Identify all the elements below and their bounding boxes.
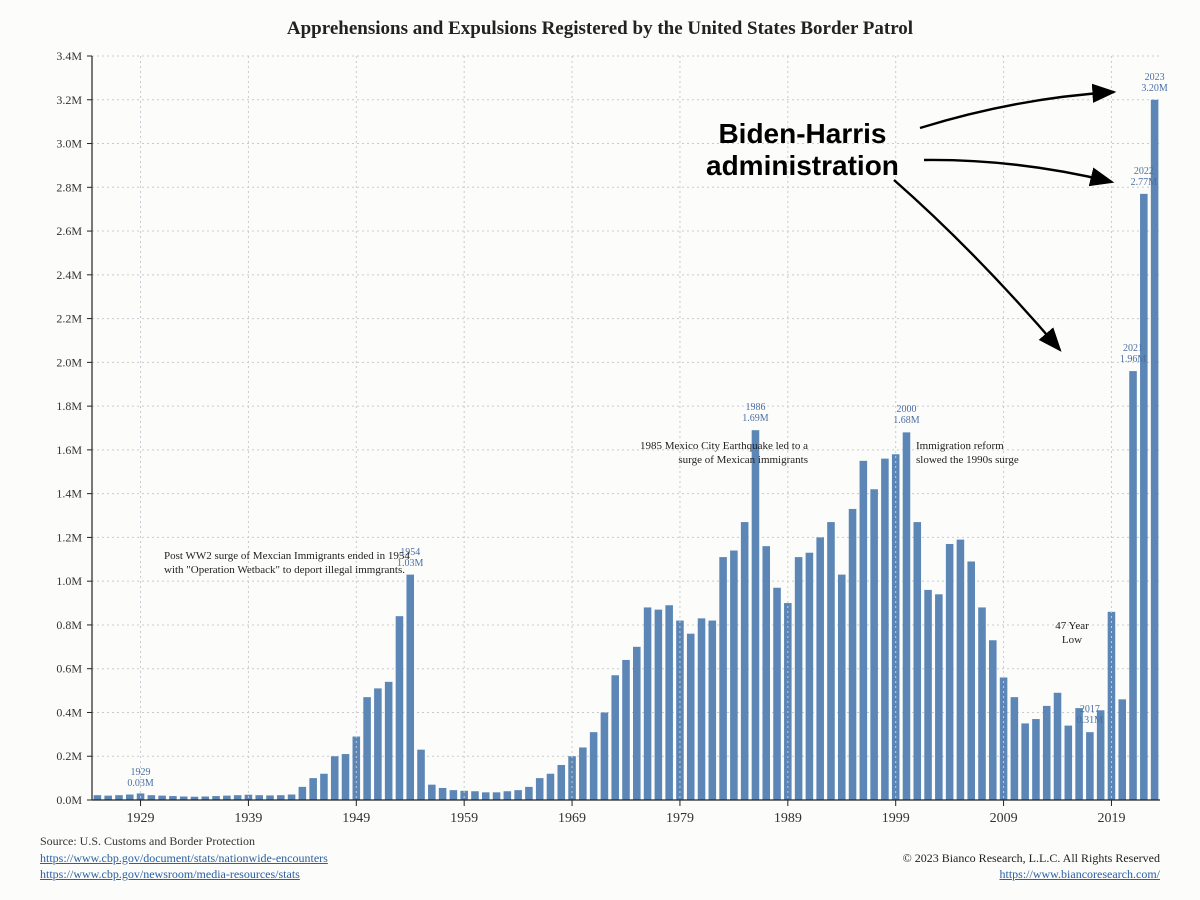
svg-text:2.0M: 2.0M bbox=[56, 355, 82, 369]
svg-text:2019: 2019 bbox=[1097, 811, 1125, 826]
svg-text:1.8M: 1.8M bbox=[56, 399, 82, 413]
svg-text:3.0M: 3.0M bbox=[56, 137, 82, 151]
svg-text:2.6M: 2.6M bbox=[56, 224, 82, 238]
svg-text:1969: 1969 bbox=[558, 811, 586, 826]
svg-text:1979: 1979 bbox=[666, 811, 694, 826]
source-text: Source: U.S. Customs and Border Protecti… bbox=[40, 833, 328, 849]
bianco-link[interactable]: https://www.biancoresearch.com/ bbox=[999, 867, 1160, 881]
annotation-mexeq: 1985 Mexico City Earthquake led to asurg… bbox=[586, 440, 808, 468]
bar-label-2021: 20211.96M bbox=[1120, 343, 1146, 365]
annotation-low47: 47 YearLow bbox=[1042, 620, 1102, 648]
svg-text:1929: 1929 bbox=[127, 811, 155, 826]
bar-label-2017: 20170.31M bbox=[1077, 704, 1103, 726]
svg-text:1.0M: 1.0M bbox=[56, 574, 82, 588]
svg-text:0.0M: 0.0M bbox=[56, 793, 82, 807]
svg-text:0.2M: 0.2M bbox=[56, 749, 82, 763]
svg-text:0.4M: 0.4M bbox=[56, 705, 82, 719]
copyright-text: © 2023 Bianco Research, L.L.C. All Right… bbox=[903, 850, 1160, 866]
annotation-reform: Immigration reformslowed the 1990s surge bbox=[916, 440, 1019, 468]
bar-label-2022: 20222.77M bbox=[1131, 166, 1157, 188]
svg-text:0.8M: 0.8M bbox=[56, 618, 82, 632]
source-link-2[interactable]: https://www.cbp.gov/newsroom/media-resou… bbox=[40, 867, 300, 881]
svg-text:1.4M: 1.4M bbox=[56, 487, 82, 501]
svg-text:1.2M: 1.2M bbox=[56, 530, 82, 544]
svg-text:2.8M: 2.8M bbox=[56, 180, 82, 194]
bar-label-1986: 19861.69M bbox=[742, 402, 768, 424]
annotation-line1: Biden-Harris bbox=[706, 118, 899, 150]
svg-text:1949: 1949 bbox=[342, 811, 370, 826]
svg-text:1999: 1999 bbox=[882, 811, 910, 826]
svg-text:0.6M: 0.6M bbox=[56, 662, 82, 676]
bar-label-2000: 20001.68M bbox=[893, 404, 919, 426]
svg-text:1959: 1959 bbox=[450, 811, 478, 826]
footer-right: © 2023 Bianco Research, L.L.C. All Right… bbox=[903, 850, 1160, 882]
svg-text:3.2M: 3.2M bbox=[56, 93, 82, 107]
bar-label-1929: 19290.03M bbox=[127, 767, 153, 789]
svg-text:1989: 1989 bbox=[774, 811, 802, 826]
svg-text:2.4M: 2.4M bbox=[56, 268, 82, 282]
annotation-line2: administration bbox=[706, 150, 899, 182]
bar-label-2023: 20233.20M bbox=[1141, 72, 1167, 94]
biden-harris-annotation: Biden-Harris administration bbox=[706, 118, 899, 182]
svg-text:2.2M: 2.2M bbox=[56, 312, 82, 326]
annotation-ww2: Post WW2 surge of Mexcian Immigrants end… bbox=[164, 550, 410, 578]
svg-text:1939: 1939 bbox=[234, 811, 262, 826]
svg-text:1.6M: 1.6M bbox=[56, 443, 82, 457]
svg-text:3.4M: 3.4M bbox=[56, 49, 82, 63]
source-link-1[interactable]: https://www.cbp.gov/document/stats/natio… bbox=[40, 851, 328, 865]
svg-text:2009: 2009 bbox=[990, 811, 1018, 826]
footer-left: Source: U.S. Customs and Border Protecti… bbox=[40, 833, 328, 882]
